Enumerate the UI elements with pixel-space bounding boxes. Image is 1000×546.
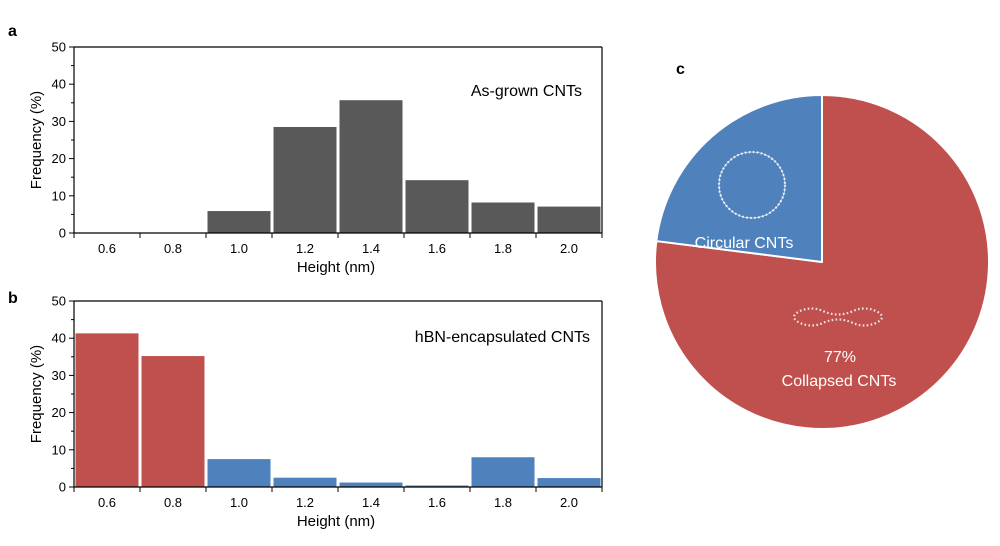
panel-b-annotation: hBN-encapsulated CNTs: [415, 329, 590, 346]
pie-label-circular: Circular CNTs: [695, 235, 794, 252]
panel-a-bar-1.4: [339, 100, 403, 233]
panel-b: b 0 10 20 30 40 50 0.6 0.8 1.0 1.2 1.4 1.6 1.8 2.0 hB…: [8, 290, 603, 530]
panel-b-xtick-label-1.0: 1.0: [230, 495, 248, 510]
panel-a-ylabel: Frequency (%): [28, 91, 45, 189]
panel-b-bar-1.0: [207, 459, 271, 487]
panel-a-xtick-label-0.6: 0.6: [98, 241, 116, 256]
panel-b-axes: 0 10 20 30 40 50 0.6 0.8 1.0 1.2 1.4 1.6 1.8 2.0: [52, 294, 603, 510]
panel-a-ytick-label: 10: [52, 188, 66, 203]
panel-a: a 0 10 20 30 40 50 0.6 0.8 1.0 1.2 1.4 1.6 1.8 2.0 As…: [8, 23, 603, 276]
panel-a-xtick-label-1.2: 1.2: [296, 241, 314, 256]
panel-b-ylabel: Frequency (%): [28, 345, 45, 443]
panel-a-axes: 0 10 20 30 40 50 0.6 0.8 1.0 1.2 1.4 1.6 1.8 2.0: [52, 40, 603, 256]
panel-b-ytick-label: 10: [52, 442, 66, 457]
panel-a-bar-1.0: [207, 211, 271, 233]
panel-a-ytick-label: 20: [52, 151, 66, 166]
panel-a-xtick-label-1.0: 1.0: [230, 241, 248, 256]
panel-b-bar-1.8: [471, 457, 535, 487]
panel-a-xtick-label-1.6: 1.6: [428, 241, 446, 256]
panel-b-xlabel: Height (nm): [297, 513, 375, 530]
panel-b-bar-0.6: [75, 333, 139, 487]
panel-a-bar-1.6: [405, 180, 469, 233]
panel-a-bar-1.2: [273, 126, 337, 233]
circular-nanotube-icon: [717, 150, 787, 220]
panel-b-xtick-label-0.6: 0.6: [98, 495, 116, 510]
panel-a-ytick-label: 40: [52, 77, 66, 92]
panel-b-xtick-label-1.4: 1.4: [362, 495, 380, 510]
panel-a-xtick-label-1.4: 1.4: [362, 241, 380, 256]
pie-label-collapsed-percent: 77%: [824, 349, 856, 366]
panel-b-ytick-label: 50: [52, 294, 66, 309]
panel-letter-a: a: [8, 23, 17, 40]
panel-b-ytick-label: 20: [52, 405, 66, 420]
panel-a-ytick-label: 30: [52, 114, 66, 129]
panel-b-xtick-label-1.8: 1.8: [494, 495, 512, 510]
pie-slice-circular-cnts: [655, 94, 823, 263]
panel-a-xtick-label-2.0: 2.0: [560, 241, 578, 256]
panel-b-xtick-label-0.8: 0.8: [164, 495, 182, 510]
panel-a-ytick-label: 0: [59, 226, 66, 241]
panel-b-bar-1.6: [405, 485, 469, 487]
panel-a-xtick-label-1.8: 1.8: [494, 241, 512, 256]
pie-label-collapsed: Collapsed CNTs: [782, 373, 897, 390]
panel-letter-b: b: [8, 290, 18, 307]
panel-a-bar-2.0: [537, 206, 601, 233]
panel-b-bar-0.8: [141, 356, 205, 487]
panel-b-ytick-label: 30: [52, 368, 66, 383]
panel-b-bar-2.0: [537, 478, 601, 487]
panel-a-annotation: As-grown CNTs: [471, 83, 582, 100]
panel-b-ytick-label: 40: [52, 331, 66, 346]
pie-chart: [654, 94, 990, 430]
pie-slice-collapsed-cnts: [654, 94, 990, 430]
panel-b-xtick-label-2.0: 2.0: [560, 495, 578, 510]
panel-a-bar-1.8: [471, 202, 535, 233]
panel-b-bar-1.4: [339, 482, 403, 487]
panel-b-ytick-label: 0: [59, 480, 66, 495]
panel-a-ytick-label: 50: [52, 40, 66, 55]
panel-a-xtick-label-0.8: 0.8: [164, 241, 182, 256]
panel-a-bars: [207, 100, 601, 233]
panel-b-bar-1.2: [273, 477, 337, 487]
panel-b-bars: [75, 333, 601, 487]
panel-b-xtick-label-1.6: 1.6: [428, 495, 446, 510]
panel-c: c Circular CNTs 77% Collapsed CNTs: [654, 61, 990, 430]
panel-b-xtick-label-1.2: 1.2: [296, 495, 314, 510]
panel-a-xlabel: Height (nm): [297, 259, 375, 276]
collapsed-nanotube-icon: [792, 307, 884, 327]
panel-letter-c: c: [676, 61, 685, 78]
